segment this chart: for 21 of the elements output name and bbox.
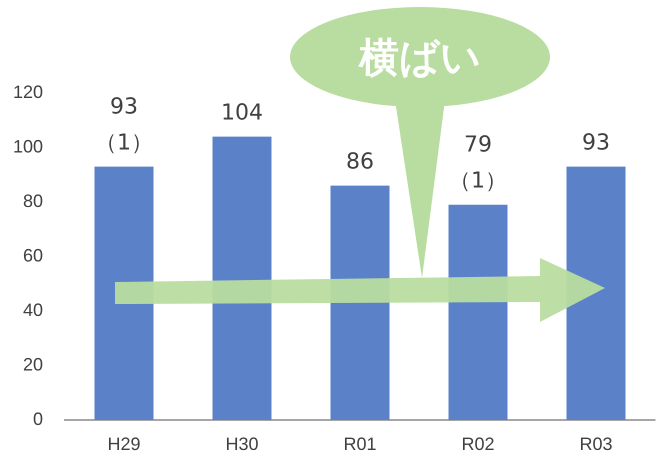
- data-label: 93 （1）: [95, 94, 153, 156]
- x-tick-label: H29: [107, 434, 141, 454]
- y-tick-label: 0: [32, 408, 43, 429]
- y-tick-label: 80: [22, 190, 43, 211]
- x-tick-label: R03: [579, 434, 613, 454]
- y-tick-label: 120: [12, 82, 43, 102]
- y-tick-label: 40: [22, 300, 43, 320]
- data-label: 104: [221, 100, 263, 126]
- y-tick-label: 60: [22, 245, 43, 266]
- bar: [212, 136, 272, 420]
- data-label: 93: [582, 130, 610, 156]
- bar: [94, 166, 154, 420]
- x-tick-label: R02: [461, 434, 495, 454]
- bar: [566, 166, 626, 420]
- data-label: 86: [346, 149, 374, 174]
- y-tick-label: 20: [22, 354, 43, 374]
- x-tick-label: H30: [225, 434, 259, 454]
- x-tick-label: R01: [343, 434, 377, 454]
- y-tick-label: 100: [12, 136, 43, 156]
- data-label: 79 （1）: [449, 132, 507, 194]
- text: 横ばい: [357, 34, 482, 83]
